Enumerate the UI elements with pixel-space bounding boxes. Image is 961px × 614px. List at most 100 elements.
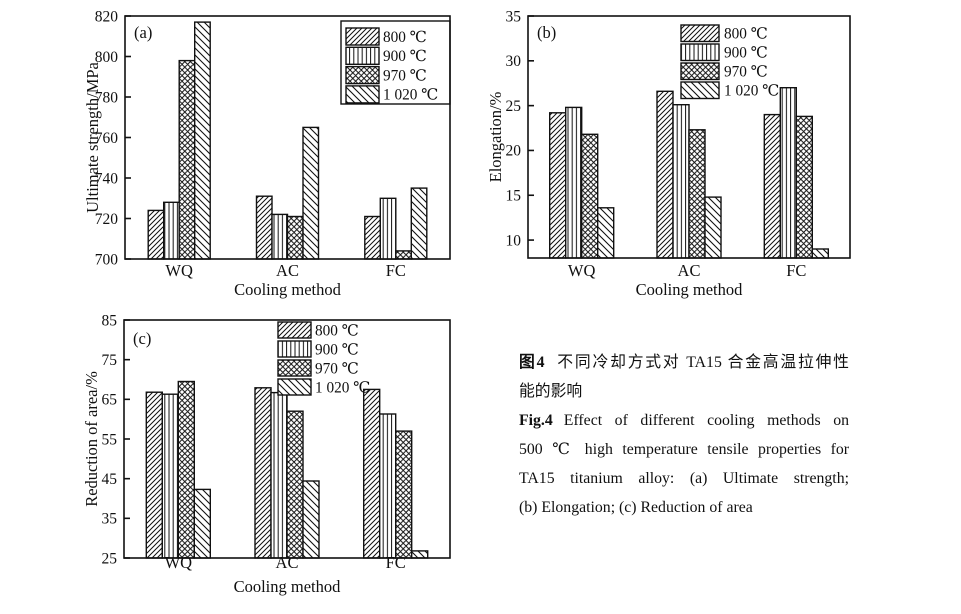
y-tick-label: 800: [95, 49, 119, 66]
y-tick-label: 85: [102, 312, 118, 329]
legend-swatch: [680, 24, 720, 43]
legend-label: 800 ℃: [315, 322, 359, 339]
y-tick-label: 35: [506, 8, 522, 25]
category-label: FC: [786, 261, 806, 280]
bar-AC-1020℃: [302, 480, 320, 559]
bar-WQ-1020℃: [193, 21, 211, 260]
bar-WQ-1020℃: [597, 207, 615, 259]
caption-line-cn-1: 图4 不同冷却方式对 TA15 合金高温拉伸性: [519, 348, 849, 377]
bar-AC-1020℃: [302, 126, 320, 260]
caption-line-en-2: 500 ℃ high temperature tensile propertie…: [519, 435, 849, 464]
caption-text: (b) Elongation; (c) Reduction of area: [519, 499, 753, 516]
legend-swatch: [680, 43, 720, 62]
bar-AC-900℃: [270, 391, 288, 559]
legend-box: [340, 20, 451, 105]
y-tick-label: 45: [102, 471, 118, 488]
caption-figure-number-en: Fig.4: [519, 412, 553, 429]
bar-AC-970℃: [286, 215, 304, 260]
bar-WQ-1020℃: [193, 488, 212, 559]
y-axis-title: Ultimate strength/MPa: [83, 61, 102, 212]
legend-label: 900 ℃: [383, 48, 427, 65]
legend-label: 900 ℃: [724, 45, 768, 62]
legend-swatch: [277, 321, 312, 339]
category-label: FC: [386, 553, 406, 572]
legend-label: 1 020 ℃: [315, 379, 370, 396]
caption-text: Effect of different cooling methods on: [563, 412, 849, 429]
bar-FC-1020℃: [411, 550, 429, 559]
y-tick-label: 55: [102, 431, 118, 448]
category-label: WQ: [165, 261, 193, 280]
bar-WQ-970℃: [581, 133, 599, 259]
bar-AC-800℃: [254, 387, 272, 559]
y-tick-label: 720: [95, 211, 119, 228]
bar-FC-900℃: [379, 197, 397, 260]
bar-WQ-900℃: [161, 393, 180, 559]
legend-label: 1 020 ℃: [724, 83, 779, 100]
category-label: WQ: [165, 553, 193, 572]
caption-text: 能的影响: [519, 383, 583, 400]
bar-WQ-800℃: [147, 209, 165, 260]
bar-WQ-900℃: [162, 201, 180, 260]
legend-label: 970 ℃: [383, 67, 427, 84]
chart-c: 25 35 45 55 65 75 85 WQ AC FC (c) Reduction of area…: [82, 312, 451, 596]
y-axis-title: Elongation/%: [486, 91, 505, 182]
caption-line-cn-2: 能的影响: [519, 377, 849, 406]
bar-AC-800℃: [255, 195, 273, 260]
legend-swatch: [680, 81, 720, 100]
y-tick-label: 35: [102, 511, 118, 528]
y-tick-label: 780: [95, 89, 119, 106]
bar-FC-1020℃: [410, 187, 428, 260]
legend-label: 1 020 ℃: [383, 87, 438, 104]
panel-label: (c): [133, 329, 151, 348]
bar-AC-800℃: [656, 90, 674, 259]
y-tick-label: 760: [95, 130, 119, 147]
bar-WQ-800℃: [549, 112, 567, 259]
legend-swatch: [345, 27, 380, 46]
legend-swatch: [277, 340, 312, 358]
x-axis-title: Cooling method: [234, 280, 342, 299]
y-tick-label: 20: [506, 143, 522, 160]
legend-swatch: [345, 65, 380, 85]
panel-label: (a): [134, 23, 152, 42]
bar-FC-900℃: [379, 413, 397, 559]
legend-swatch: [345, 46, 380, 65]
legend-label: 800 ℃: [383, 29, 427, 46]
category-label: FC: [386, 261, 406, 280]
category-label: AC: [678, 261, 701, 280]
bar-FC-900℃: [779, 86, 797, 259]
chart-a: 700 720 740 760 780 800 820 WQ AC FC (a) Ultimate s…: [83, 8, 451, 299]
x-axis-title: Cooling method: [234, 577, 342, 596]
bar-FC-970℃: [395, 250, 412, 260]
bar-FC-800℃: [763, 113, 781, 259]
y-tick-label: 25: [506, 98, 522, 115]
plot-border: [123, 319, 451, 559]
caption-line-en-4: (b) Elongation; (c) Reduction of area: [519, 493, 849, 522]
caption-text: 500 ℃ high temperature tensile propertie…: [519, 441, 849, 458]
y-tick-label: 820: [95, 8, 119, 25]
panel-label: (b): [537, 23, 556, 42]
legend-label: 970 ℃: [724, 64, 768, 81]
bar-AC-970℃: [286, 410, 304, 559]
legend-swatch: [680, 62, 720, 81]
plot-border: [124, 15, 451, 260]
caption-figure-number-cn: 图4: [519, 354, 545, 371]
legend-label: 800 ℃: [724, 26, 768, 43]
bar-AC-900℃: [672, 103, 690, 259]
plot-border: [527, 15, 851, 259]
figure-caption: 图4 不同冷却方式对 TA15 合金高温拉伸性 能的影响 Fig.4 Effect …: [519, 348, 849, 522]
y-tick-label: 65: [102, 392, 118, 409]
legend-label: 900 ℃: [315, 341, 359, 358]
legend-swatch: [277, 378, 312, 396]
chart-b: 10 15 20 25 30 35 WQ AC FC (b) Elongation/% Cooling…: [486, 8, 851, 299]
bar-FC-800℃: [363, 388, 381, 559]
bar-FC-970℃: [795, 115, 813, 259]
y-tick-label: 10: [506, 232, 522, 249]
bar-FC-800℃: [364, 215, 381, 260]
legend-label: 970 ℃: [315, 360, 359, 377]
legend-swatch: [277, 359, 312, 377]
bar-FC-1020℃: [811, 248, 829, 259]
category-label: AC: [276, 261, 299, 280]
x-axis-title: Cooling method: [636, 280, 744, 299]
